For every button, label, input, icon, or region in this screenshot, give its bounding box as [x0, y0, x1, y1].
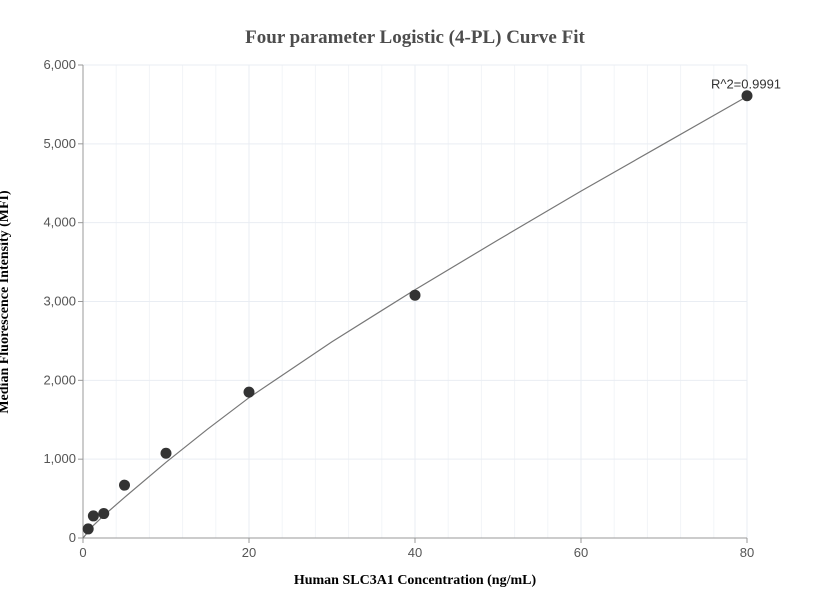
x-axis-ticks: 0 20 40 60 80 [79, 538, 754, 560]
chart-title: Four parameter Logistic (4-PL) Curve Fit [245, 27, 585, 48]
x-tick-label: 80 [740, 545, 754, 560]
data-point [98, 508, 110, 520]
x-axis-title: Human SLC3A1 Concentration (ng/mL) [294, 573, 537, 588]
x-tick-label: 40 [408, 545, 422, 560]
data-point [82, 523, 94, 535]
data-point [243, 386, 255, 398]
y-tick-label: 0 [69, 530, 76, 545]
x-tick-label: 0 [79, 545, 86, 560]
data-points [82, 90, 753, 535]
data-point [409, 289, 421, 301]
r-squared-annotation: R^2=0.9991 [711, 77, 781, 92]
y-tick-label: 5,000 [43, 136, 76, 151]
data-point [741, 90, 753, 102]
data-point [119, 479, 130, 491]
y-tick-label: 2,000 [43, 372, 76, 387]
y-tick-label: 1,000 [43, 451, 76, 466]
y-tick-label: 4,000 [43, 215, 76, 230]
y-tick-label: 3,000 [43, 294, 76, 309]
data-point [160, 447, 172, 459]
x-tick-label: 20 [242, 545, 256, 560]
x-tick-label: 60 [574, 545, 588, 560]
y-tick-label: 6,000 [43, 57, 76, 72]
y-axis-title: Median Fluorescence Intensity (MFI) [0, 190, 12, 414]
y-axis-ticks: 0 1,000 2,000 3,000 4,000 5,000 6,000 [43, 57, 83, 545]
major-gridlines [83, 64, 748, 538]
data-point [87, 510, 99, 522]
